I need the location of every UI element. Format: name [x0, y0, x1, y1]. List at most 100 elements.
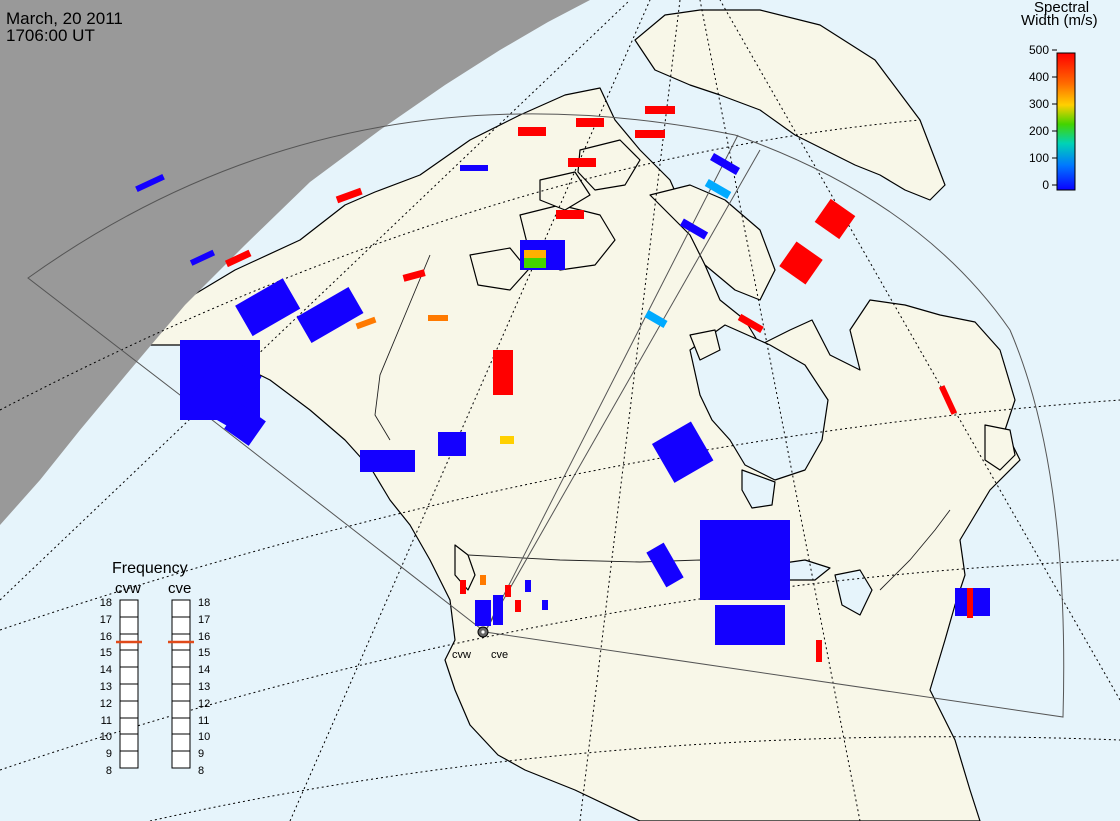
- frequency-tick: 8: [106, 765, 112, 777]
- scatter-cell: [480, 575, 486, 585]
- frequency-tick: 12: [198, 698, 210, 710]
- scatter-cluster-alaska: [135, 173, 466, 472]
- latitude-circle: [149, 736, 1120, 821]
- frequency-tick: 9: [106, 748, 112, 760]
- colorbar-tick-labels: 500 400 300 200 100 0: [1029, 43, 1049, 192]
- longitude-line: [0, 0, 631, 601]
- scatter-cell: [438, 432, 466, 456]
- night-terminator: [0, 0, 590, 525]
- backscatter-cells: [135, 106, 990, 662]
- frequency-panel: 18 17 16 15 14 13 12 11 10 9 8 18 17 16 …: [100, 597, 211, 777]
- frequency-tick: 14: [100, 664, 112, 676]
- scatter-cell: [224, 404, 266, 446]
- frequency-tick: 13: [100, 681, 112, 693]
- scatter-cell: [816, 640, 822, 662]
- colorbar-ticks: [1052, 49, 1057, 186]
- latitude-circle: [0, 119, 921, 411]
- scatter-cluster-high-width: [224, 106, 973, 662]
- colorbar-title-line1: Spectral: [1034, 0, 1090, 16]
- vancouver-island: [454, 544, 476, 591]
- scatter-cell: [296, 287, 364, 343]
- scatter-cluster-near-range: [460, 575, 548, 626]
- frequency-title: Frequency: [112, 560, 188, 577]
- fov-outline: [27, 113, 1065, 718]
- scatter-cell: [493, 595, 503, 625]
- arctic-island-3: [577, 139, 641, 191]
- scatter-cell: [475, 600, 491, 626]
- scatter-cell: [644, 310, 668, 328]
- arctic-island-2: [469, 247, 529, 291]
- frequency-tick: 18: [100, 597, 112, 609]
- scatter-cell: [556, 210, 584, 219]
- site-label-cvw: cvw: [452, 649, 471, 661]
- scatter-cell: [524, 258, 546, 268]
- frequency-tick: 13: [198, 681, 210, 693]
- scatter-cell: [460, 580, 466, 594]
- colorbar-tick-label: 500: [1029, 43, 1049, 57]
- colorbar-tick-label: 400: [1029, 70, 1049, 84]
- scatter-cell: [505, 585, 511, 597]
- james-bay-water: [741, 469, 776, 509]
- colorbar-tick-label: 300: [1029, 97, 1049, 111]
- scatter-cluster-central: [460, 153, 990, 645]
- latitude-circle: [0, 399, 1120, 631]
- scatter-cell: [635, 130, 665, 138]
- frequency-tick: 11: [101, 715, 112, 727]
- scatter-cell: [568, 158, 596, 167]
- greenland-land: [634, 9, 946, 201]
- scatter-cell: [402, 269, 426, 282]
- newfoundland: [984, 424, 1016, 471]
- scatter-cell: [189, 249, 216, 266]
- colorbar-title-line2: Width (m/s): [1021, 12, 1098, 29]
- scatter-cell: [700, 520, 790, 600]
- frequency-tick: 14: [198, 664, 210, 676]
- scatter-cell: [704, 179, 732, 199]
- frequency-tick: 16: [100, 631, 112, 643]
- scatter-cell: [135, 173, 165, 193]
- hudson-bay-water: [689, 324, 829, 481]
- scatter-cell: [651, 421, 714, 483]
- scatter-cell: [779, 241, 823, 285]
- scatter-cell: [335, 187, 363, 204]
- scatter-cell: [737, 313, 764, 333]
- frequency-tick: 15: [198, 647, 210, 659]
- scatter-cell: [938, 385, 958, 415]
- frequency-tick: 17: [198, 614, 210, 626]
- southampton-island: [689, 329, 721, 361]
- scatter-cell: [710, 153, 740, 175]
- frequency-tick: 15: [100, 647, 112, 659]
- scatter-cell: [525, 580, 531, 592]
- frequency-tick: 8: [198, 765, 204, 777]
- alaska-border: [374, 254, 431, 441]
- scatter-cell: [576, 118, 604, 127]
- scatter-cell: [355, 316, 377, 330]
- frequency-tick: 10: [100, 731, 112, 743]
- colorbar-tick-label: 100: [1029, 151, 1049, 165]
- us-canada-border-east: [879, 509, 951, 591]
- frequency-tick: 16: [198, 631, 210, 643]
- scatter-cell: [715, 605, 785, 645]
- scatter-cell: [460, 165, 488, 171]
- longitude-line: [719, 0, 1120, 701]
- scatter-cell: [428, 315, 448, 321]
- scatter-cell: [645, 106, 675, 114]
- frequency-tick: 12: [100, 698, 112, 710]
- colorbar-tick-label: 200: [1029, 124, 1049, 138]
- radar-site-center: [481, 630, 485, 634]
- scatter-cell: [235, 278, 301, 337]
- fov-beam-cve: [484, 149, 761, 633]
- scatter-cell: [188, 351, 262, 429]
- frequency-tick: 9: [198, 748, 204, 760]
- frequency-tick: 10: [198, 731, 210, 743]
- scatter-cell: [360, 450, 415, 472]
- frequency-ticks-right: 18 17 16 15 14 13 12 11 10 9 8: [198, 597, 210, 777]
- scatter-cell: [679, 218, 709, 240]
- plot-time: 1706:00 UT: [6, 26, 95, 45]
- scatter-cell: [493, 350, 513, 395]
- radar-field-of-view: [27, 113, 1065, 718]
- baffin-island: [649, 184, 776, 301]
- great-lakes-michigan-huron: [834, 569, 873, 616]
- scatter-cluster-mid-width: [355, 179, 732, 444]
- scatter-cell: [518, 127, 546, 136]
